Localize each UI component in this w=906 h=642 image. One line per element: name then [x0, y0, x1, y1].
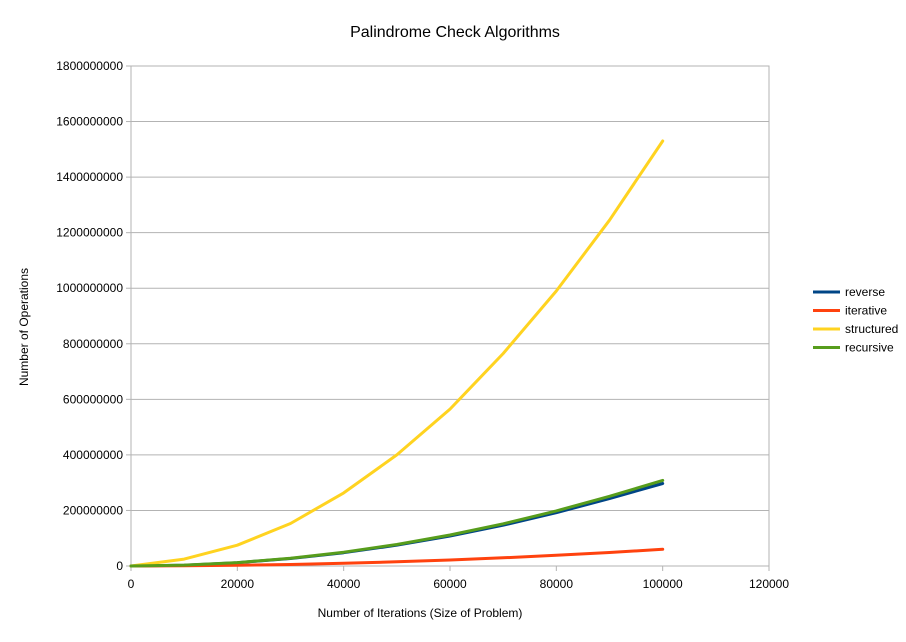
x-tick-label: 60000: [433, 577, 467, 591]
legend: reverse iterative structured recursive: [813, 285, 898, 355]
y-tick-label: 1600000000: [56, 115, 123, 129]
x-tick-label: 100000: [643, 577, 683, 591]
chart-title: Palindrome Check Algorithms: [350, 24, 560, 41]
y-tick-label: 800000000: [63, 337, 123, 351]
series-line-iterative: [129, 547, 665, 568]
x-tick-label: 80000: [540, 577, 574, 591]
y-tick-label: 1200000000: [56, 226, 123, 240]
y-tick-label: 1400000000: [56, 170, 123, 184]
legend-label-reverse: reverse: [845, 285, 885, 299]
legend-label-recursive: recursive: [845, 341, 894, 355]
x-axis-title: Number of Iterations (Size of Problem): [318, 606, 523, 620]
y-tick-label: 1800000000: [56, 59, 123, 73]
y-tick-label: 600000000: [63, 392, 123, 406]
y-axis-title: Number of Operations: [17, 268, 31, 386]
grid: [131, 65, 769, 567]
plot-area-frame: [130, 65, 770, 567]
legend-label-iterative: iterative: [845, 304, 887, 318]
x-tick-label: 40000: [327, 577, 361, 591]
y-axis-ticks: 0 200000000 400000000 600000000 800000000 100…: [56, 59, 131, 573]
x-tick-label: 120000: [749, 577, 789, 591]
series-line-recursive: [129, 478, 665, 568]
y-tick-label: 400000000: [63, 448, 123, 462]
series-lines: [129, 139, 665, 568]
y-tick-label: 1000000000: [56, 281, 123, 295]
legend-label-structured: structured: [845, 322, 898, 336]
x-tick-label: 0: [128, 577, 135, 591]
series-line-structured: [129, 139, 665, 568]
x-tick-label: 20000: [221, 577, 255, 591]
y-tick-label: 200000000: [63, 503, 123, 517]
x-axis-ticks: 0 20000 40000 60000 80000 100000 120000: [128, 566, 789, 591]
y-tick-label: 0: [116, 559, 123, 573]
